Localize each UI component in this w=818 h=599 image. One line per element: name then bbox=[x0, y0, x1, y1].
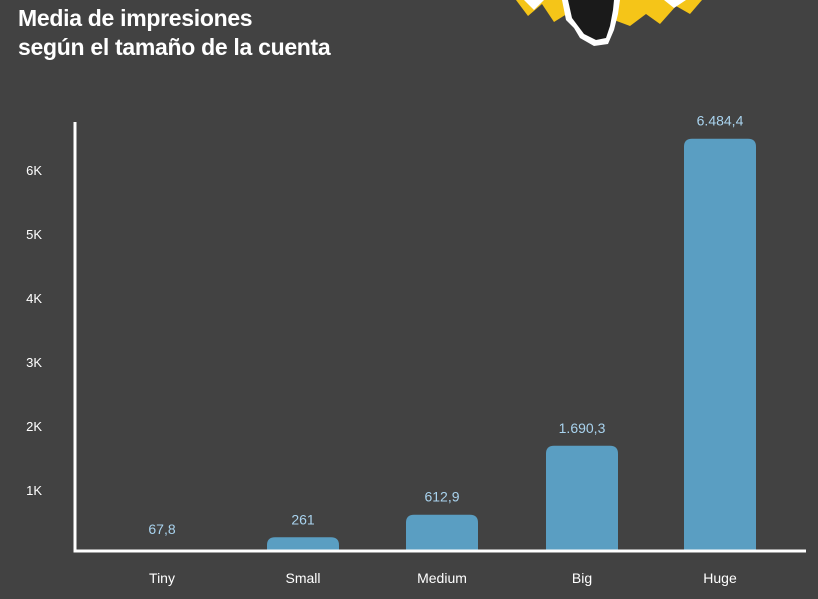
x-tick-label-huge: Huge bbox=[703, 570, 737, 586]
data-label-tiny: 67,8 bbox=[148, 521, 175, 537]
lightbulb-icon bbox=[516, 0, 702, 46]
data-label-medium: 612,9 bbox=[424, 489, 459, 505]
data-label-small: 261 bbox=[291, 511, 315, 527]
data-label-big: 1.690,3 bbox=[559, 420, 606, 436]
x-tick-label-small: Small bbox=[285, 570, 320, 586]
y-axis-tick-labels: 1K 2K 3K 4K 5K 6K bbox=[26, 163, 42, 498]
x-axis-tick-labels: Tiny Small Medium Big Huge bbox=[149, 570, 737, 586]
y-tick-label: 3K bbox=[26, 355, 42, 370]
bar-big bbox=[546, 445, 618, 551]
x-tick-label-tiny: Tiny bbox=[149, 570, 175, 586]
data-labels: 67,8 261 612,9 1.690,3 6.484,4 bbox=[148, 113, 743, 537]
chart-title: Media de impresiones según el tamaño de … bbox=[18, 4, 331, 62]
bar-medium bbox=[406, 514, 478, 551]
y-tick-label: 5K bbox=[26, 227, 42, 242]
bars bbox=[126, 138, 756, 552]
data-label-huge: 6.484,4 bbox=[697, 113, 744, 129]
y-tick-label: 6K bbox=[26, 163, 42, 178]
chart-title-line-1: Media de impresiones bbox=[18, 5, 253, 31]
x-tick-label-medium: Medium bbox=[417, 570, 467, 586]
bar-huge bbox=[684, 138, 756, 552]
bar-small bbox=[267, 537, 339, 551]
x-tick-label-big: Big bbox=[572, 570, 592, 586]
y-tick-label: 4K bbox=[26, 291, 42, 306]
y-tick-label: 2K bbox=[26, 419, 42, 434]
y-tick-label: 1K bbox=[26, 483, 42, 498]
chart-title-line-2: según el tamaño de la cuenta bbox=[18, 34, 331, 60]
